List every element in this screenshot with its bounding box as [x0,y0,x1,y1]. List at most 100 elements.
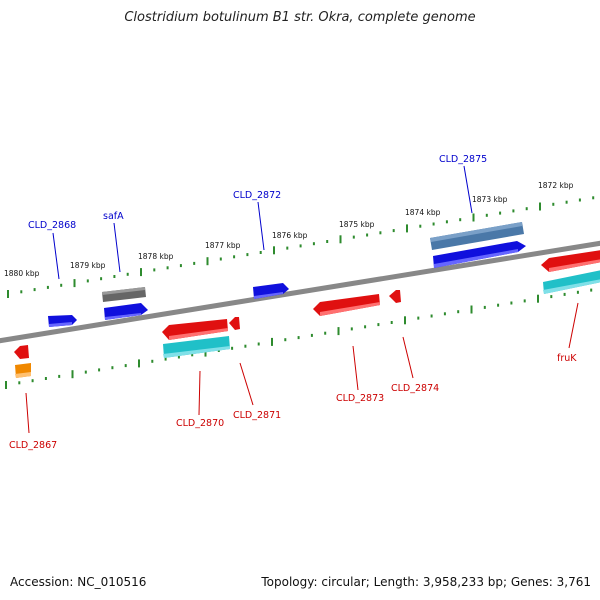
gene-cld-2867-red[interactable] [14,345,29,359]
forward-minor-tick [20,290,23,294]
gene-fruk-red[interactable] [541,250,600,272]
reverse-major-tick [204,348,207,357]
gene-label-cld-2868: CLD_2868 [28,220,76,231]
forward-minor-tick [485,213,488,217]
gene-cld-2870-red[interactable] [162,319,228,340]
forward-major-tick [472,213,475,222]
gene-fruk-cyan[interactable] [543,270,600,294]
forward-minor-tick [259,251,262,254]
gene-cld-2872[interactable] [253,283,289,299]
forward-major-tick [406,224,408,233]
gene-label-cld-2875: CLD_2875 [439,154,487,165]
forward-minor-tick [392,229,395,233]
gene-label-cld-2870: CLD_2870 [176,418,224,429]
reverse-major-tick [337,327,340,336]
reverse-minor-tick [417,316,420,320]
reverse-minor-tick [151,359,154,363]
gene-safa[interactable] [104,303,148,320]
forward-minor-tick [326,240,329,243]
reverse-major-tick [5,381,7,389]
forward-major-tick [206,257,209,266]
map-title: Clostridium botulinum B1 str. Okra, comp… [124,10,476,25]
forward-minor-tick [592,196,595,200]
gene-cld-2873[interactable] [313,294,380,316]
gene-cld-2867-orange[interactable] [15,363,31,378]
forward-major-tick [273,246,275,255]
gene-cld-2875[interactable] [433,241,526,268]
reverse-minor-tick [457,310,460,314]
forward-minor-tick [286,246,289,250]
scale-label-1875: 1875 kbp [339,220,375,229]
forward-minor-tick [179,264,182,268]
forward-minor-tick [525,207,528,211]
forward-minor-tick [219,257,222,261]
accession-text: Accession: NC_010516 [10,575,147,589]
reverse-minor-tick [563,292,566,296]
reverse-minor-tick [84,370,87,374]
reverse-major-tick [138,359,140,368]
reverse-minor-tick [257,342,260,346]
reverse-minor-tick [44,377,47,380]
gene-label-cld-2874: CLD_2874 [391,383,439,394]
reverse-minor-tick [284,338,287,342]
reverse-minor-tick [111,366,114,370]
forward-minor-tick [46,285,49,289]
gene-cld-2868[interactable] [48,315,77,327]
leader-cld-2875 [463,165,473,214]
forward-minor-tick [246,253,249,257]
reverse-minor-tick [390,321,393,324]
reverse-minor-tick [523,299,526,303]
gene-label-cld-2872: CLD_2872 [233,190,281,201]
forward-minor-tick [432,222,435,226]
gene-cld-2870-cyan[interactable] [163,336,230,358]
leader-cld-2874 [402,336,414,379]
forward-major-tick [339,235,342,244]
reverse-minor-tick [124,364,127,368]
reverse-major-tick [271,337,273,346]
leader-cld-2870 [198,370,201,416]
scale-label-1874: 1874 kbp [405,208,441,217]
reverse-minor-tick [191,353,194,357]
forward-minor-tick [113,275,116,278]
forward-minor-tick [512,209,515,213]
reverse-minor-tick [430,314,433,318]
gene-label-fruk: fruK [557,353,577,364]
gene-safa-gray[interactable] [102,287,146,302]
reverse-minor-tick [310,333,313,337]
gene-cld-2875-steel[interactable] [430,222,524,250]
scale-label-1879: 1879 kbp [70,261,106,270]
reverse-minor-tick [58,374,61,378]
forward-major-tick [140,268,142,277]
forward-minor-tick [499,211,502,215]
forward-minor-tick [299,244,302,248]
forward-minor-tick [366,233,369,237]
leader-cld-2867 [25,392,30,434]
scale-label-1877: 1877 kbp [205,241,241,250]
gene-cld-2871[interactable] [229,317,240,330]
reverse-minor-tick [364,325,367,329]
reverse-minor-tick [18,381,21,385]
forward-minor-tick [166,266,169,270]
forward-minor-tick [60,283,63,287]
forward-minor-tick [312,242,315,246]
scale-label-1878: 1878 kbp [138,252,174,261]
scale-label-1872: 1872 kbp [538,181,574,190]
forward-major-tick [7,290,9,298]
gene-label-cld-2873: CLD_2873 [336,393,384,404]
gene-cld-2874[interactable] [389,290,401,303]
reverse-minor-tick [377,323,380,327]
reverse-minor-tick [324,331,327,335]
forward-minor-tick [100,277,103,281]
forward-major-tick [539,202,541,211]
reverse-tick-row [5,288,593,389]
reverse-minor-tick [297,336,300,340]
forward-minor-tick [379,231,382,235]
scale-label-1880: 1880 kbp [4,269,40,278]
reverse-minor-tick [231,346,234,350]
reverse-minor-tick [177,355,180,359]
forward-minor-tick [445,220,448,224]
leader-cld-2868 [52,232,60,280]
reverse-minor-tick [164,357,167,361]
forward-minor-tick [578,198,581,202]
